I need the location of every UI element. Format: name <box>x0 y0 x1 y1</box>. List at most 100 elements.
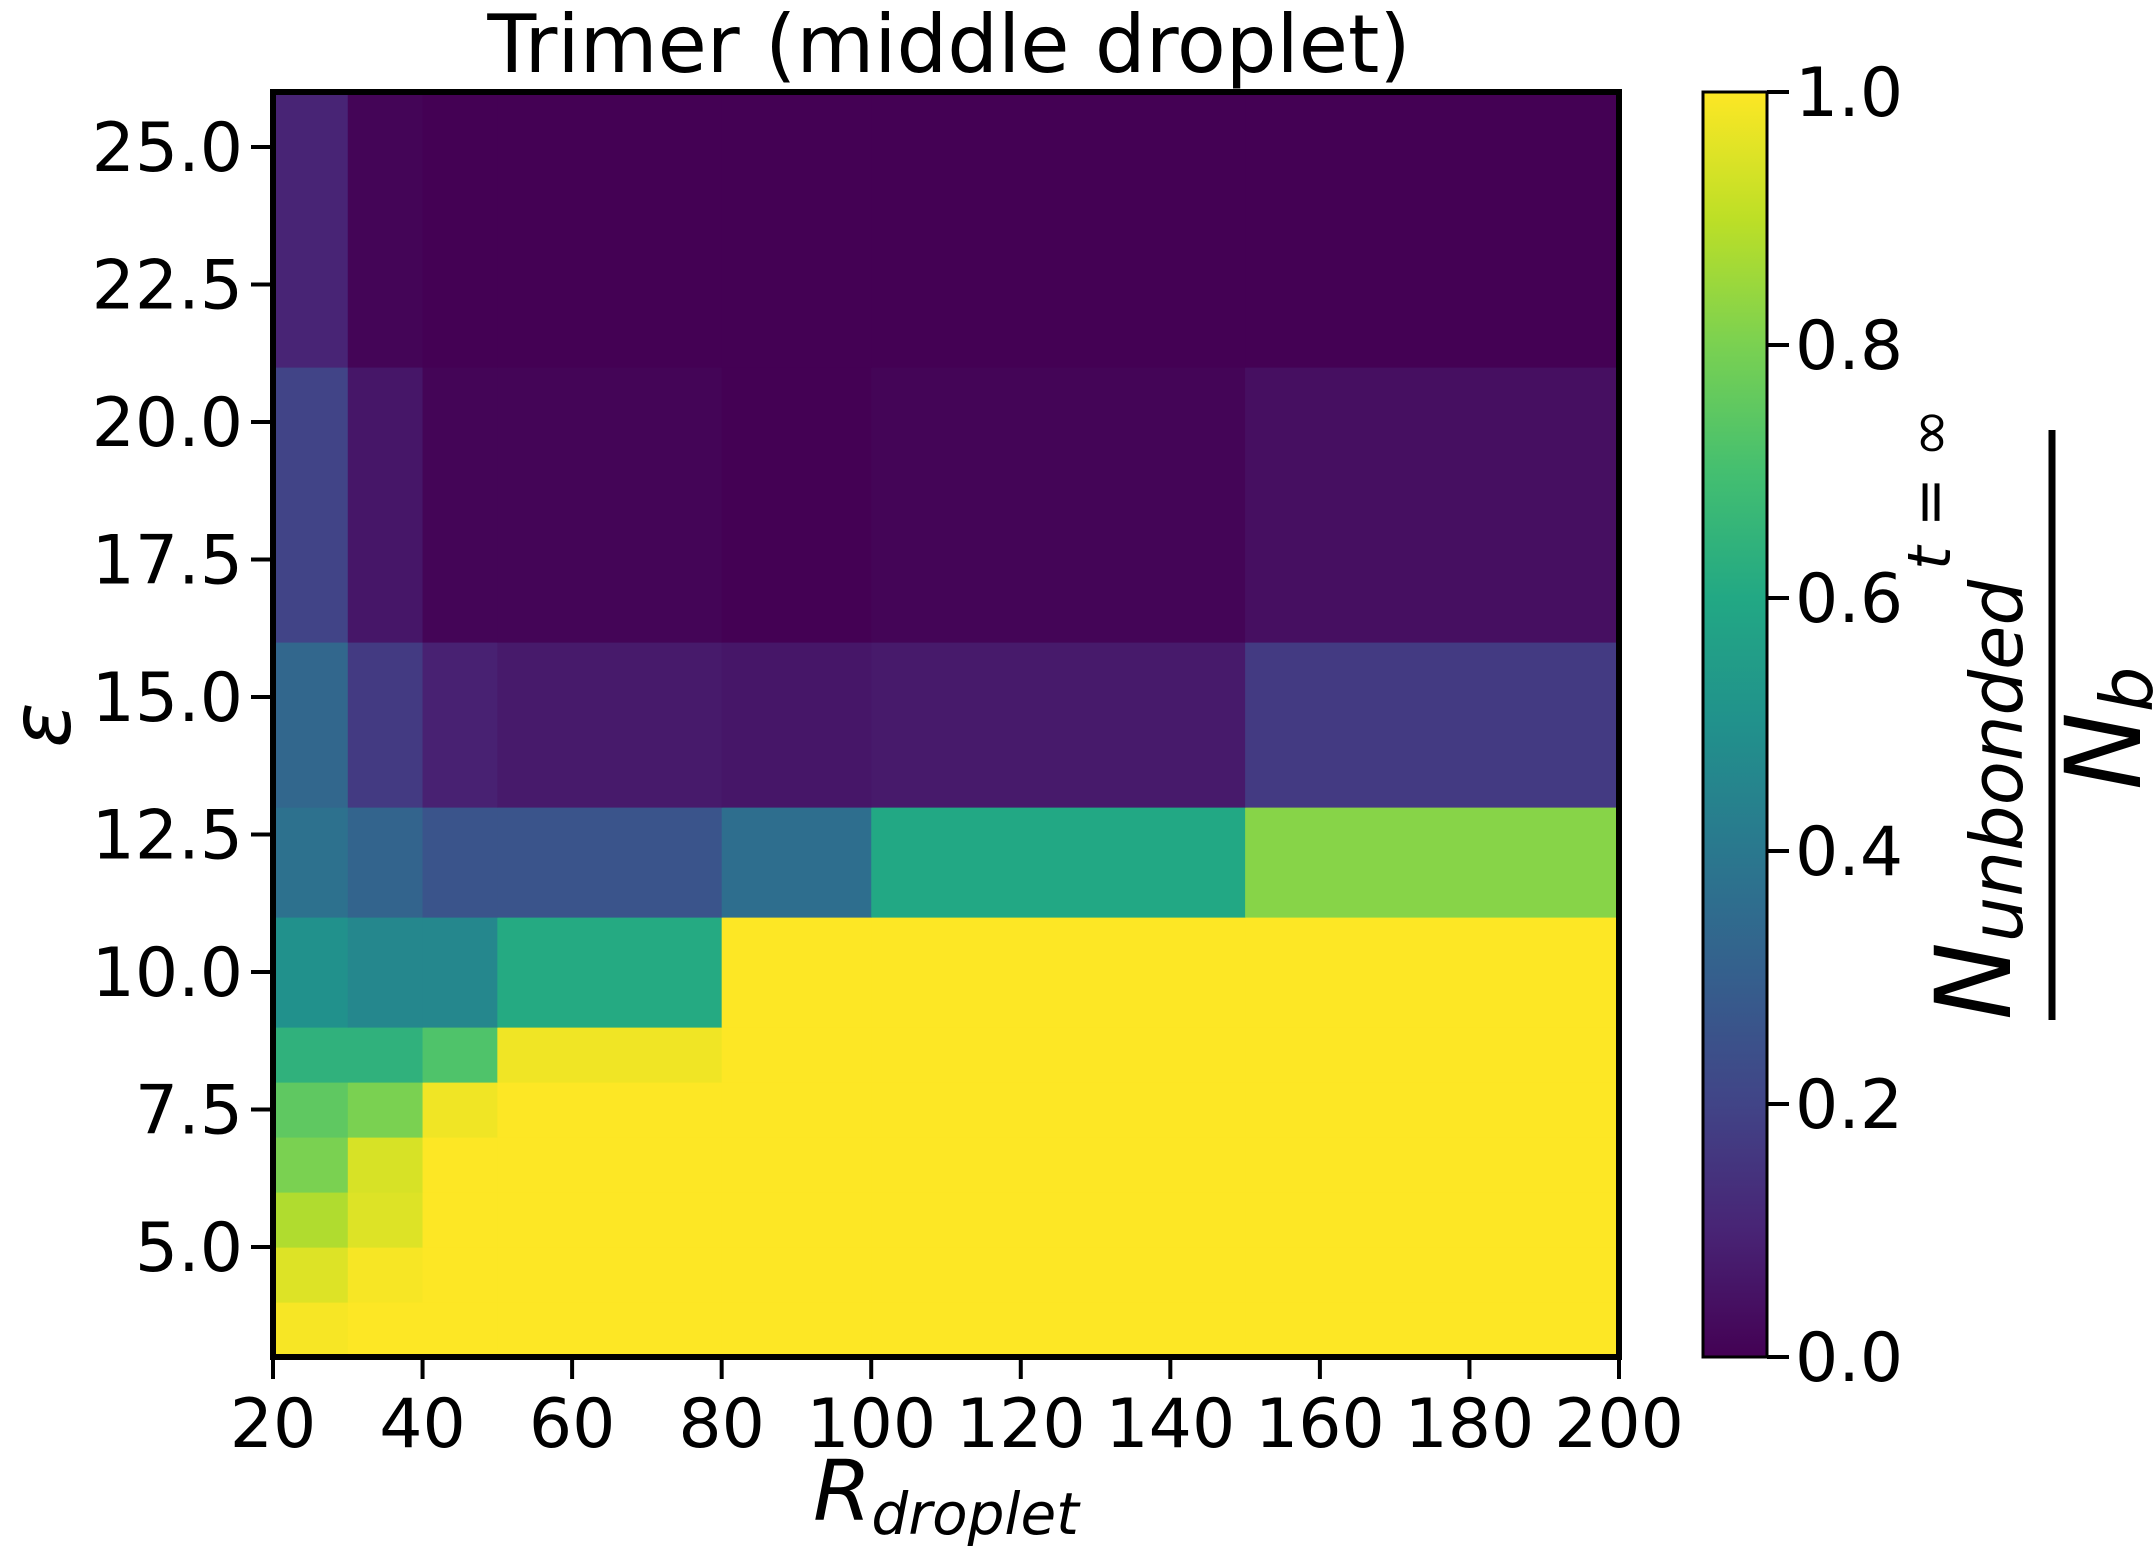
heatmap-cell <box>1245 1137 1620 1193</box>
colorbar-label: Nunbondedt = ∞ Nb <box>1895 408 2154 1020</box>
colorbar-ticks: 0.0 0.2 0.4 0.6 0.8 1.0 <box>1767 54 1903 1398</box>
heatmap-cell <box>721 807 872 918</box>
plot-frame <box>270 89 1622 1360</box>
colorbar-label-denominator: Nb <box>2043 667 2154 791</box>
heatmap-cell <box>273 1082 349 1138</box>
heatmap-cell <box>721 1247 872 1303</box>
heatmap-cell <box>1245 1027 1620 1083</box>
x-tick-label: 100 <box>806 1385 936 1464</box>
heatmap-cell <box>871 807 1246 918</box>
heatmap-cell <box>721 367 872 643</box>
y-tick-label: 7.5 <box>135 1072 243 1151</box>
colorbar <box>1701 90 1769 1359</box>
colorbar-tick-label: 0.0 <box>1795 1319 1903 1398</box>
heatmap-cell <box>273 917 349 1028</box>
heatmap-cell <box>422 367 498 643</box>
heatmap-cell <box>273 1027 349 1083</box>
heatmap-cell <box>347 367 424 643</box>
y-tick-label: 17.5 <box>92 522 243 601</box>
colorbar-tick-label: 0.6 <box>1795 560 1903 639</box>
heatmap-cells <box>273 92 1620 1358</box>
y-tick-label: 12.5 <box>92 797 243 876</box>
heatmap-cell <box>1245 642 1620 808</box>
colorbar-tick-label: 0.4 <box>1795 813 1903 892</box>
heatmap-cell <box>422 1247 498 1303</box>
heatmap-cell <box>721 1192 872 1248</box>
heatmap-cell <box>1245 367 1620 643</box>
y-tick-label: 5.0 <box>135 1209 243 1288</box>
heatmap-cell <box>497 917 723 1028</box>
heatmap-cell <box>273 367 349 643</box>
heatmap-cell <box>721 1137 872 1193</box>
heatmap-cell <box>422 1192 498 1248</box>
heatmap-cell <box>497 1302 723 1358</box>
heatmap-cell <box>1245 92 1620 368</box>
heatmap-cell <box>871 1137 1246 1193</box>
x-tick-label: 60 <box>529 1385 616 1464</box>
x-axis-label-sub: droplet <box>871 1480 1081 1548</box>
heatmap-cell <box>1245 1082 1620 1138</box>
heatmap-cell <box>422 1137 498 1193</box>
heatmap-cell <box>1245 807 1620 918</box>
x-tick-label: 40 <box>379 1385 466 1464</box>
heatmap-cell <box>497 642 723 808</box>
y-tick-label: 10.0 <box>92 934 243 1013</box>
heatmap-cell <box>497 1192 723 1248</box>
x-axis-label: Rdroplet <box>813 1442 1081 1548</box>
heatmap-cell <box>871 1192 1246 1248</box>
heatmap-cell <box>497 92 723 368</box>
heatmap-cell <box>497 1247 723 1303</box>
x-tick-label: 20 <box>230 1385 317 1464</box>
heatmap-cell <box>871 367 1246 643</box>
heatmap-cell <box>497 1082 723 1138</box>
heatmap-cell <box>347 92 424 368</box>
heatmap-cell <box>422 1302 498 1358</box>
heatmap-cell <box>273 807 349 918</box>
x-axis-label-main: R <box>813 1442 871 1540</box>
heatmap-cell <box>347 1027 424 1083</box>
x-tick-label: 80 <box>678 1385 765 1464</box>
heatmap-cell <box>347 1247 424 1303</box>
colorbar-tick-label: 0.2 <box>1795 1066 1903 1145</box>
heatmap-cell <box>721 1302 872 1358</box>
x-tick-label: 160 <box>1255 1385 1385 1464</box>
y-tick-label: 25.0 <box>92 109 243 188</box>
heatmap-cell <box>422 807 498 918</box>
x-tick-label: 200 <box>1554 1385 1684 1464</box>
heatmap-cell <box>721 917 872 1028</box>
heatmap-cell <box>871 1082 1246 1138</box>
heatmap-cell <box>721 1027 872 1083</box>
heatmap-cell <box>347 917 424 1028</box>
heatmap-cell <box>273 642 349 808</box>
heatmap-cell <box>721 642 872 808</box>
heatmap-cell <box>721 92 872 368</box>
y-axis-ticks: 5.0 7.5 10.0 12.5 15.0 17.5 20.0 22.5 25.0 <box>92 109 273 1288</box>
colorbar-tick-label: 1.0 <box>1795 54 1903 133</box>
x-tick-label: 180 <box>1405 1385 1535 1464</box>
heatmap-cell <box>273 1247 349 1303</box>
colorbar-label-numerator: Nunbondedt = ∞ <box>1895 408 2039 1020</box>
heatmap-cell <box>347 1082 424 1138</box>
y-tick-label: 20.0 <box>92 384 243 463</box>
y-tick-label: 15.0 <box>92 659 243 738</box>
y-axis-label: ε <box>0 702 90 747</box>
heatmap-cell <box>422 92 498 368</box>
heatmap-cell <box>273 1302 349 1358</box>
x-axis-ticks: 20 40 60 80 100 120 140 160 180 200 <box>230 1357 1684 1464</box>
heatmap-cell <box>721 1082 872 1138</box>
colorbar-tick-label: 0.8 <box>1795 307 1903 386</box>
y-tick-label: 22.5 <box>92 247 243 326</box>
heatmap-cell <box>273 92 349 368</box>
heatmap-cell <box>497 1137 723 1193</box>
heatmap-cell <box>871 917 1246 1028</box>
x-tick-label: 120 <box>956 1385 1086 1464</box>
heatmap-cell <box>871 92 1246 368</box>
heatmap-cell <box>422 642 498 808</box>
heatmap-cell <box>347 1137 424 1193</box>
heatmap-cell <box>1245 1302 1620 1358</box>
x-tick-label: 140 <box>1105 1385 1235 1464</box>
heatmap-cell <box>347 1302 424 1358</box>
heatmap-cell <box>871 1247 1246 1303</box>
heatmap-cell <box>497 367 723 643</box>
